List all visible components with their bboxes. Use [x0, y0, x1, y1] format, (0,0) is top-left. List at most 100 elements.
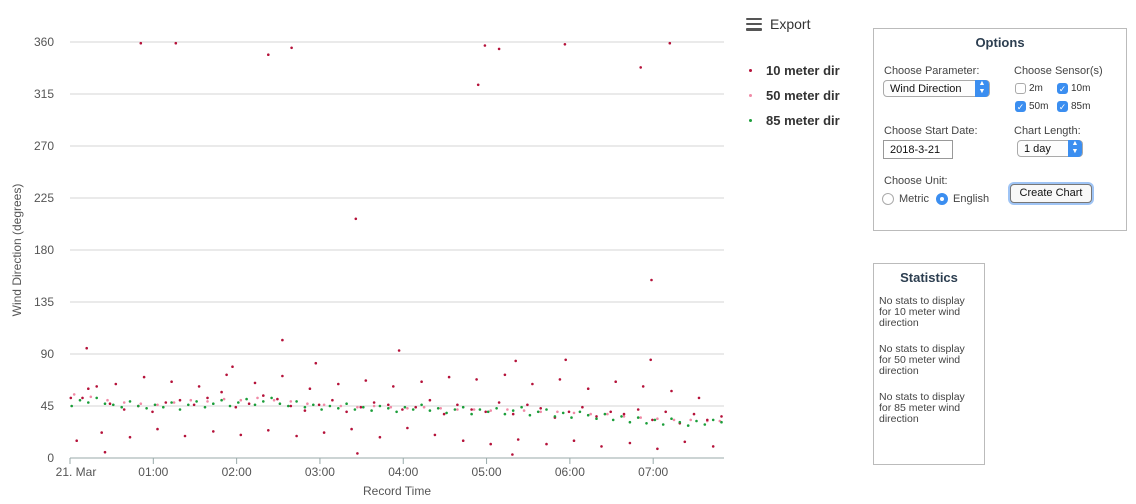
- data-point: [528, 413, 532, 417]
- sensor-checkbox-50m[interactable]: ✓ 50m: [1015, 101, 1048, 112]
- data-point: [239, 433, 243, 437]
- chart-length-select[interactable]: 1 day ▲ ▼: [1017, 140, 1083, 157]
- checkmark-icon: ✓: [1057, 83, 1068, 94]
- data-point: [262, 394, 265, 397]
- data-point: [514, 359, 517, 363]
- data-point: [231, 365, 234, 369]
- y-tick-label: 45: [41, 399, 55, 413]
- chart-legend: 10 meter dir 50 meter dir 85 meter dir: [746, 58, 840, 133]
- data-point: [395, 410, 398, 414]
- data-point: [578, 410, 582, 414]
- data-point: [639, 416, 642, 419]
- unit-radio-english[interactable]: English: [936, 193, 989, 205]
- legend-marker-50m: [749, 94, 752, 97]
- data-point: [476, 83, 480, 87]
- unit-radio-metric[interactable]: Metric: [882, 193, 929, 205]
- radio-unselected-icon: [882, 193, 894, 205]
- data-point: [225, 373, 228, 377]
- data-point: [95, 385, 98, 388]
- data-point: [295, 400, 298, 403]
- data-point: [312, 403, 315, 407]
- data-point: [595, 417, 598, 421]
- data-point: [456, 408, 459, 411]
- data-point: [520, 405, 523, 409]
- data-point: [95, 396, 98, 400]
- legend-item-50m[interactable]: 50 meter dir: [746, 83, 840, 108]
- data-point: [536, 410, 540, 414]
- y-tick-label: 315: [34, 87, 54, 101]
- data-point: [497, 47, 501, 51]
- data-point: [142, 375, 146, 379]
- data-point: [295, 434, 298, 438]
- data-point: [697, 396, 701, 400]
- data-point: [192, 403, 196, 407]
- data-point: [567, 410, 571, 414]
- data-point: [87, 401, 90, 404]
- data-point: [362, 405, 365, 409]
- data-point: [353, 408, 357, 411]
- data-point: [139, 402, 143, 406]
- data-point: [645, 422, 648, 425]
- data-point: [636, 408, 640, 411]
- data-point: [711, 445, 715, 448]
- data-point: [428, 409, 432, 412]
- grid-lines: [70, 41, 724, 459]
- data-point: [572, 411, 576, 415]
- start-date-input[interactable]: 2018-3-21: [883, 140, 953, 159]
- data-point: [308, 387, 312, 391]
- data-point: [364, 379, 368, 382]
- sensor-checkbox-10m[interactable]: ✓ 10m: [1057, 83, 1090, 94]
- data-point: [595, 415, 598, 418]
- parameter-select[interactable]: Wind Direction ▲ ▼: [883, 80, 990, 97]
- legend-item-10m[interactable]: 10 meter dir: [746, 58, 840, 83]
- data-point: [484, 410, 488, 414]
- data-point: [354, 217, 358, 221]
- data-point: [401, 408, 404, 411]
- data-point: [606, 412, 609, 416]
- data-point: [78, 398, 82, 402]
- data-point: [328, 404, 332, 408]
- x-tick-label: 04:00: [388, 465, 418, 479]
- data-point: [303, 405, 307, 409]
- sensor-checkbox-85m[interactable]: ✓ 85m: [1057, 101, 1090, 112]
- data-point: [289, 404, 293, 408]
- x-tick-label: 03:00: [305, 465, 335, 479]
- parameter-select-value: Wind Direction: [890, 83, 962, 95]
- data-points: [69, 41, 723, 456]
- data-point: [526, 403, 529, 407]
- y-axis-ticks: 0 45 90 135 180 225 270 315 360: [34, 35, 54, 465]
- select-arrows-icon: ▲ ▼: [1068, 140, 1082, 157]
- data-point: [172, 401, 176, 404]
- data-point: [378, 435, 382, 439]
- data-point: [114, 382, 118, 386]
- data-point: [372, 401, 376, 404]
- data-point: [589, 412, 592, 416]
- data-point: [689, 418, 692, 422]
- data-point: [581, 405, 584, 409]
- legend-item-85m[interactable]: 85 meter dir: [746, 108, 840, 133]
- data-point: [267, 53, 270, 56]
- data-point: [339, 404, 343, 408]
- data-point: [322, 403, 326, 407]
- checkbox-unchecked-icon: [1015, 83, 1026, 94]
- sensor-checkbox-2m[interactable]: 2m: [1015, 83, 1043, 94]
- data-point: [670, 417, 673, 421]
- stats-message-85m: No stats to display for 85 meter wind di…: [879, 391, 965, 425]
- data-point: [545, 408, 548, 411]
- data-point: [572, 439, 576, 443]
- data-point: [489, 442, 493, 446]
- x-tick-label: 07:00: [638, 465, 668, 479]
- y-tick-label: 90: [41, 347, 55, 361]
- x-tick-label: 02:00: [222, 465, 252, 479]
- data-point: [153, 403, 157, 407]
- export-button[interactable]: Export: [746, 16, 810, 32]
- data-point: [290, 46, 293, 50]
- data-point: [664, 410, 667, 414]
- create-chart-button[interactable]: Create Chart: [1010, 184, 1092, 203]
- data-point: [151, 410, 154, 414]
- y-tick-label: 180: [34, 243, 54, 257]
- data-point: [253, 381, 257, 385]
- legend-label-10m: 10 meter dir: [766, 63, 840, 78]
- data-point: [531, 382, 534, 386]
- data-point: [611, 418, 615, 422]
